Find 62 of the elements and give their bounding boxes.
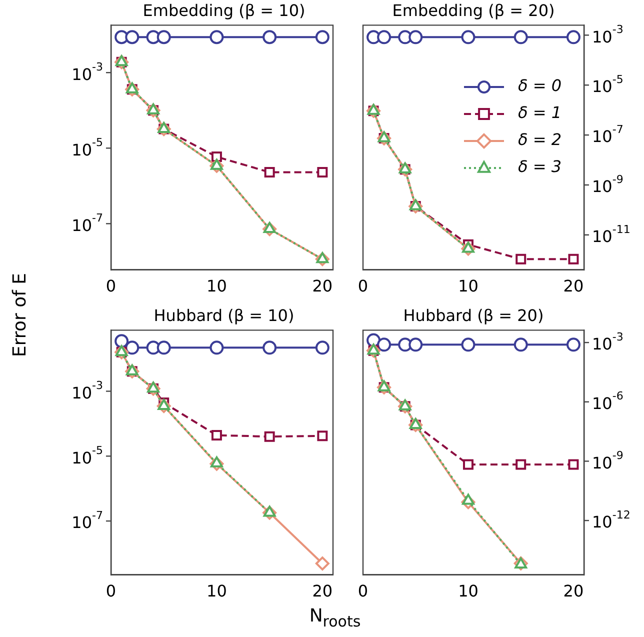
chart-title: Embedding (β = 10) — [142, 0, 306, 20]
point — [566, 30, 580, 44]
x-tick-label: 0 — [358, 582, 368, 601]
x-tick-label: 0 — [358, 276, 368, 296]
point — [568, 254, 579, 264]
legend-label: δ = 1 — [518, 103, 562, 122]
x-tick-label: 0 — [106, 276, 116, 296]
x-tick-label: 0 — [106, 582, 116, 601]
x-tick-label: 20 — [312, 582, 333, 601]
point — [566, 338, 580, 352]
point — [316, 252, 329, 264]
point — [408, 338, 423, 352]
point — [568, 459, 579, 470]
point — [210, 30, 224, 44]
legend-label: δ = 3 — [518, 157, 562, 176]
point — [210, 158, 223, 170]
point — [317, 430, 328, 442]
point — [315, 30, 330, 44]
point — [377, 30, 392, 44]
chart-title: Hubbard (β = 10) — [154, 306, 294, 325]
point — [516, 254, 526, 264]
x-axis-title: N$_{roots}$ — [309, 606, 361, 630]
point — [210, 340, 224, 355]
x-tick-label: 10 — [458, 276, 478, 296]
point — [114, 334, 129, 348]
point — [263, 506, 276, 517]
point — [211, 152, 222, 162]
point — [211, 430, 222, 440]
x-tick-label: 20 — [312, 276, 333, 296]
point — [315, 556, 330, 571]
x-tick-label: 20 — [563, 582, 584, 601]
point — [408, 30, 423, 44]
chart-title: Embedding (β = 20) — [392, 0, 555, 20]
point — [264, 431, 275, 442]
chart-title: Hubbard (β = 20) — [403, 306, 544, 325]
point — [262, 30, 277, 44]
point — [264, 166, 275, 178]
point — [125, 340, 140, 355]
point — [156, 30, 171, 44]
point — [125, 30, 140, 44]
y-axis-title: Error of E — [10, 272, 30, 358]
x-tick-label: 10 — [206, 582, 227, 601]
point — [462, 242, 474, 253]
point — [262, 340, 277, 355]
point — [317, 166, 328, 178]
point — [516, 459, 526, 470]
point — [461, 30, 476, 44]
x-tick-label: 20 — [563, 276, 584, 296]
x-tick-label: 10 — [458, 582, 478, 601]
point — [514, 338, 528, 352]
point — [461, 338, 476, 352]
point — [263, 222, 276, 234]
point — [462, 459, 474, 470]
legend-label: δ = 2 — [518, 130, 562, 150]
legend-label: δ = 0 — [518, 76, 562, 96]
point — [377, 338, 392, 352]
point — [462, 494, 474, 505]
point — [156, 340, 171, 355]
x-tick-label: 10 — [206, 276, 227, 296]
point — [315, 340, 330, 355]
point — [514, 30, 528, 44]
point — [210, 456, 223, 468]
